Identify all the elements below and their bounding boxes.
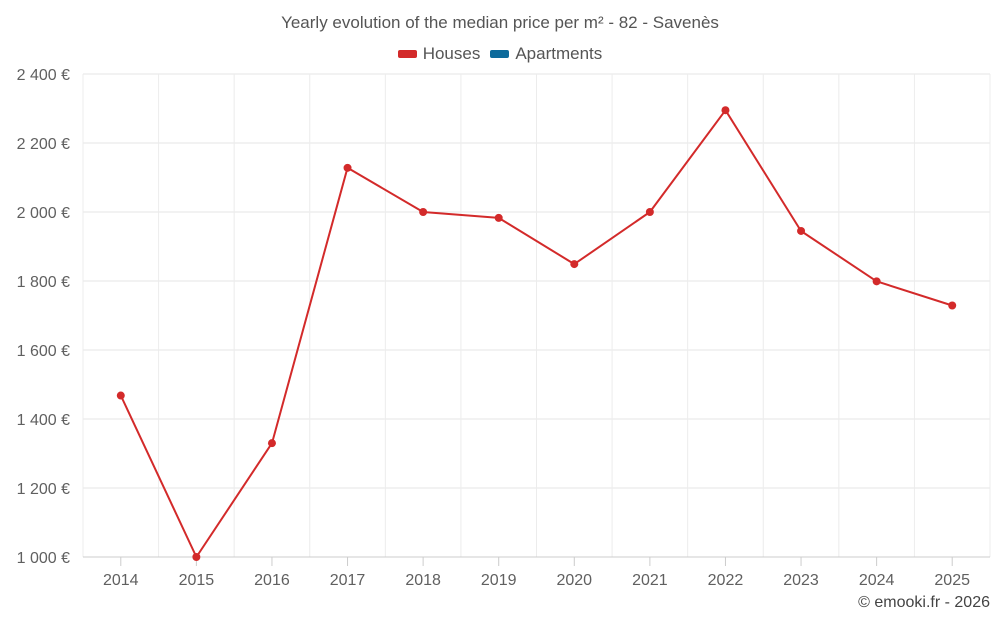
data-point-houses[interactable] (192, 553, 201, 561)
x-tick-label: 2015 (179, 572, 215, 589)
y-tick-label: 1 600 € (17, 343, 70, 360)
y-tick-label: 2 200 € (17, 136, 70, 153)
y-tick-label: 2 400 € (17, 67, 70, 84)
data-point-houses[interactable] (419, 208, 428, 216)
data-point-houses[interactable] (797, 226, 806, 235)
data-point-houses[interactable] (494, 213, 503, 222)
legend-label-houses: Houses (422, 44, 481, 63)
y-tick-label: 1 200 € (17, 481, 70, 498)
data-point-houses[interactable] (267, 439, 276, 448)
y-tick-label: 1 000 € (17, 550, 70, 567)
data-point-houses[interactable] (872, 277, 881, 286)
data-point-houses[interactable] (948, 301, 957, 310)
legend-swatch-apartments (490, 50, 510, 58)
x-tick-label: 2023 (783, 572, 819, 589)
y-tick-label: 2 000 € (17, 205, 70, 222)
x-tick-label: 2024 (859, 572, 895, 589)
x-tick-label: 2019 (481, 572, 517, 589)
x-tick-label: 2016 (254, 572, 290, 589)
x-tick-label: 2018 (405, 572, 441, 589)
legend-item-houses[interactable]: Houses (397, 44, 481, 64)
y-tick-label: 1 800 € (17, 274, 70, 291)
x-tick-label: 2022 (708, 572, 744, 589)
x-tick-label: 2025 (934, 572, 970, 589)
legend-swatch-houses (397, 50, 417, 58)
credits-text[interactable]: © emooki.fr - 2026 (858, 594, 990, 611)
chart-title: Yearly evolution of the median price per… (281, 13, 719, 32)
data-point-houses[interactable] (116, 391, 125, 400)
x-tick-label: 2017 (330, 572, 366, 589)
data-point-houses[interactable] (645, 208, 654, 216)
x-tick-label: 2014 (103, 572, 139, 589)
chart-legend: Houses Apartments (0, 44, 1000, 64)
data-point-houses[interactable] (570, 260, 579, 269)
data-point-houses[interactable] (343, 163, 352, 172)
x-tick-label: 2020 (556, 572, 592, 589)
data-point-houses[interactable] (721, 106, 730, 115)
y-tick-label: 1 400 € (17, 412, 70, 429)
x-tick-label: 2021 (632, 572, 668, 589)
legend-item-apartments[interactable]: Apartments (490, 44, 602, 64)
legend-label-apartments: Apartments (515, 44, 603, 63)
series-line-houses (119, 109, 954, 558)
